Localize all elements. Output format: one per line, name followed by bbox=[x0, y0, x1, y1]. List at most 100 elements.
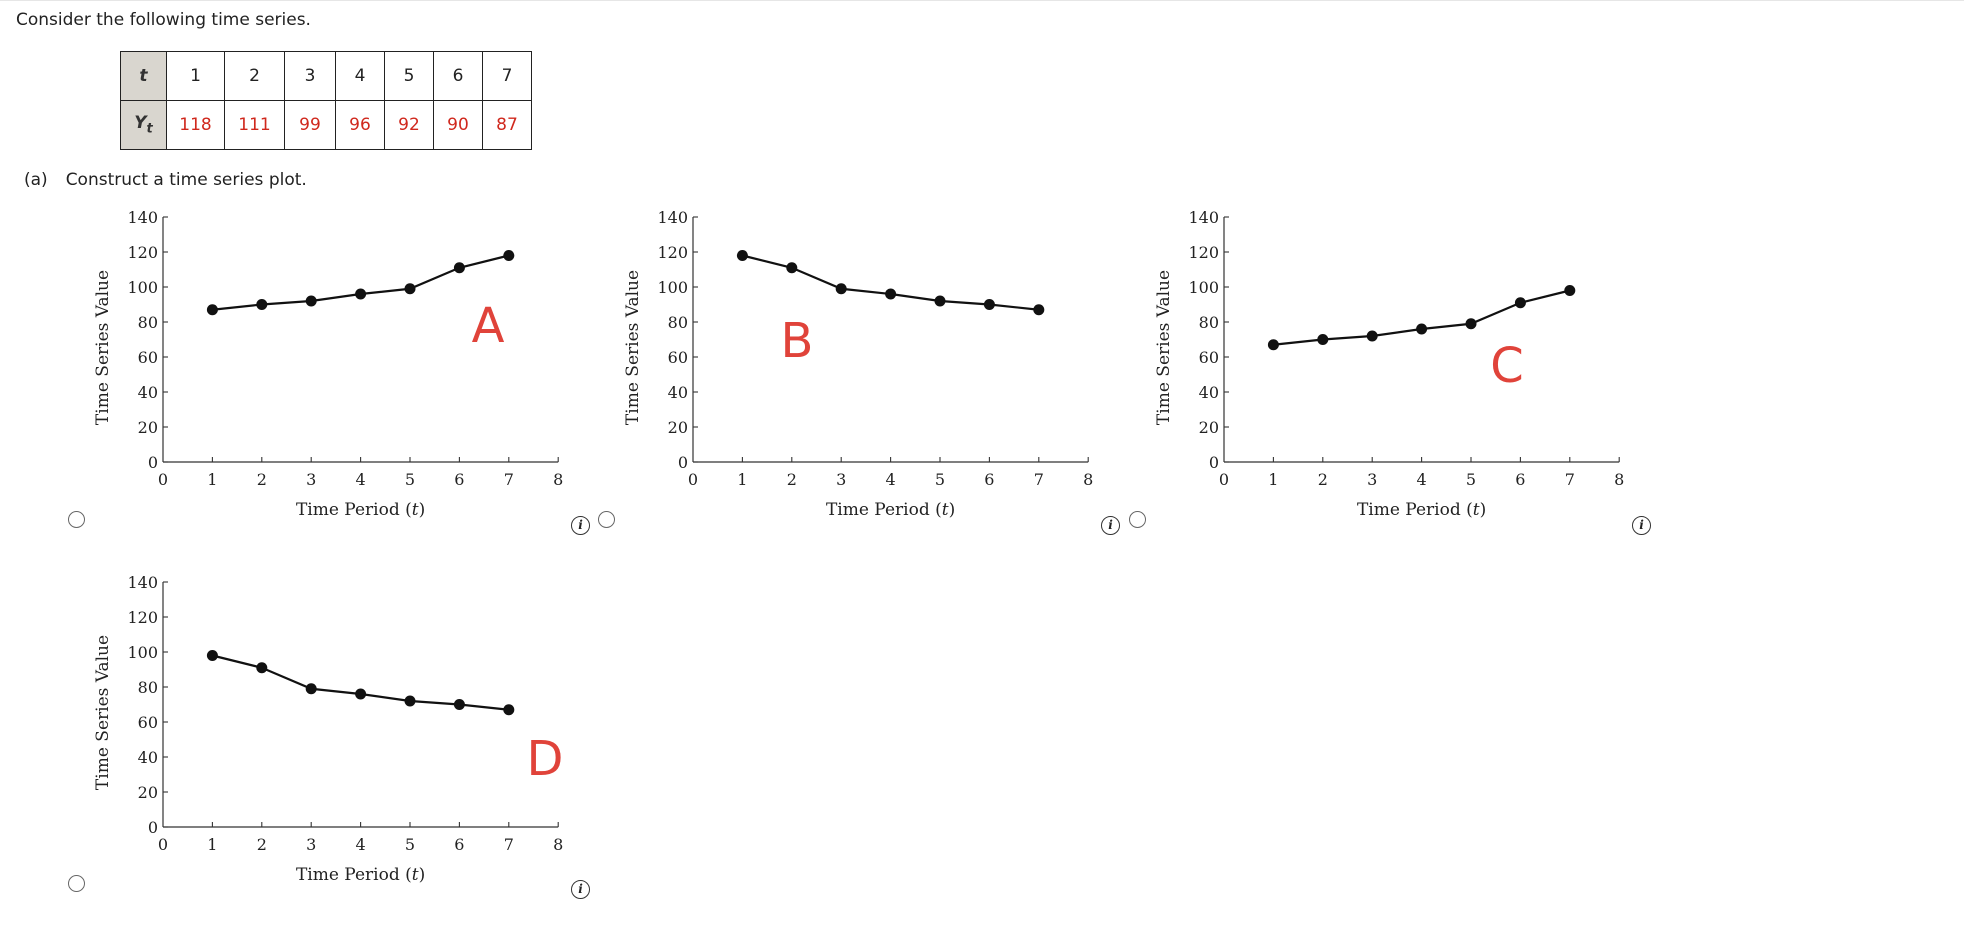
data-point bbox=[1514, 297, 1526, 309]
data-point bbox=[983, 299, 995, 310]
x-tick-label: 2 bbox=[1318, 470, 1328, 489]
y-tick-label: 0 bbox=[1209, 453, 1219, 472]
x-tick-label: 5 bbox=[405, 835, 415, 854]
y-tick-label: 100 bbox=[1188, 278, 1219, 297]
y-tick-label: 40 bbox=[138, 748, 158, 767]
x-tick-label: 2 bbox=[257, 835, 267, 854]
y-subscript: t bbox=[146, 121, 153, 137]
x-tick-label: 4 bbox=[1417, 470, 1427, 489]
x-tick-label: 0 bbox=[158, 470, 168, 489]
x-tick-label: 5 bbox=[1466, 470, 1476, 489]
x-tick-label: 3 bbox=[1367, 470, 1377, 489]
x-axis-variable: t bbox=[942, 500, 949, 520]
x-tick-label: 6 bbox=[1515, 470, 1525, 489]
info-icon[interactable]: i bbox=[571, 516, 590, 535]
data-point bbox=[206, 650, 218, 661]
x-axis-label: Time Period (t) bbox=[296, 865, 425, 885]
option-a-radio[interactable] bbox=[68, 511, 85, 528]
y-tick-label: 80 bbox=[138, 313, 158, 332]
option-b-radio[interactable] bbox=[598, 511, 615, 528]
x-tick-label: 7 bbox=[504, 470, 514, 489]
x-tick-label: 2 bbox=[257, 470, 267, 489]
y-tick-label: 60 bbox=[1199, 348, 1219, 367]
x-tick-label: 1 bbox=[207, 835, 217, 854]
question-prompt: Consider the following time series. bbox=[16, 10, 311, 30]
y-tick-label: 120 bbox=[127, 608, 158, 627]
table-row-t: t 1 2 3 4 5 6 7 bbox=[120, 51, 532, 101]
x-axis-label: Time Period (t) bbox=[1357, 500, 1486, 520]
table-cell-t: 2 bbox=[224, 51, 285, 101]
y-axis-label: Time Series Value bbox=[1154, 270, 1174, 425]
data-point bbox=[206, 304, 218, 316]
option-letter: D bbox=[527, 731, 564, 787]
data-point bbox=[305, 683, 317, 695]
table-header-y: Yt bbox=[120, 100, 167, 150]
y-tick-label: 60 bbox=[138, 348, 158, 367]
y-tick-label: 140 bbox=[127, 573, 158, 592]
x-axis-label: Time Period (t) bbox=[296, 500, 425, 520]
data-point bbox=[256, 299, 268, 310]
y-tick-label: 20 bbox=[138, 783, 158, 802]
y-tick-label: 120 bbox=[1188, 243, 1219, 262]
y-tick-label: 20 bbox=[138, 418, 158, 437]
data-point bbox=[885, 288, 897, 300]
x-tick-label: 4 bbox=[356, 835, 366, 854]
time-series-table: t 1 2 3 4 5 6 7 Yt 118 111 99 96 92 90 8… bbox=[120, 51, 532, 150]
data-point bbox=[256, 662, 268, 674]
x-tick-label: 5 bbox=[405, 470, 415, 489]
table-cell-y: 118 bbox=[166, 100, 225, 150]
option-letter: B bbox=[781, 313, 814, 369]
x-axis-variable: t bbox=[412, 500, 419, 520]
x-axis-label: Time Period (t) bbox=[826, 500, 955, 520]
table-cell-t: 1 bbox=[166, 51, 225, 101]
x-axis-variable: t bbox=[412, 865, 419, 885]
series-line bbox=[742, 254, 1039, 311]
y-tick-label: 0 bbox=[148, 818, 158, 837]
y-tick-label: 100 bbox=[127, 643, 158, 662]
info-icon[interactable]: i bbox=[571, 880, 590, 899]
x-tick-label: 8 bbox=[1614, 470, 1624, 489]
data-point bbox=[1465, 318, 1477, 330]
y-tick-label: 140 bbox=[1188, 208, 1219, 227]
option-c-radio[interactable] bbox=[1129, 511, 1146, 528]
y-tick-label: 20 bbox=[1199, 418, 1219, 437]
data-point bbox=[934, 295, 946, 307]
option-d-radio[interactable] bbox=[68, 875, 85, 892]
x-tick-label: 4 bbox=[886, 470, 896, 489]
y-tick-label: 80 bbox=[1199, 313, 1219, 332]
x-tick-label: 7 bbox=[1565, 470, 1575, 489]
info-icon[interactable]: i bbox=[1632, 516, 1651, 535]
y-tick-label: 0 bbox=[678, 453, 688, 472]
data-point bbox=[1267, 339, 1279, 351]
x-tick-label: 1 bbox=[1268, 470, 1278, 489]
y-tick-label: 0 bbox=[148, 453, 158, 472]
data-point bbox=[1366, 330, 1378, 342]
x-tick-label: 8 bbox=[553, 835, 563, 854]
y-tick-label: 40 bbox=[668, 383, 688, 402]
x-tick-label: 3 bbox=[836, 470, 846, 489]
x-tick-label: 2 bbox=[787, 470, 797, 489]
table-cell-t: 3 bbox=[284, 51, 336, 101]
data-point bbox=[1416, 323, 1428, 335]
part-instruction: Construct a time series plot. bbox=[65, 170, 307, 190]
x-tick-label: 6 bbox=[984, 470, 994, 489]
option-letter: A bbox=[472, 298, 505, 354]
data-point bbox=[453, 262, 465, 274]
y-tick-label: 140 bbox=[127, 208, 158, 227]
table-header-t: t bbox=[120, 51, 167, 101]
y-tick-label: 60 bbox=[668, 348, 688, 367]
info-icon[interactable]: i bbox=[1101, 516, 1120, 535]
series-line bbox=[212, 654, 509, 711]
x-tick-label: 0 bbox=[1219, 470, 1229, 489]
option-letter: C bbox=[1490, 338, 1524, 394]
x-tick-label: 6 bbox=[454, 835, 464, 854]
y-tick-label: 120 bbox=[657, 243, 688, 262]
data-point bbox=[453, 699, 465, 710]
y-tick-label: 20 bbox=[668, 418, 688, 437]
table-cell-y: 90 bbox=[433, 100, 483, 150]
x-tick-label: 7 bbox=[504, 835, 514, 854]
table-cell-y: 99 bbox=[284, 100, 336, 150]
x-tick-label: 3 bbox=[306, 835, 316, 854]
